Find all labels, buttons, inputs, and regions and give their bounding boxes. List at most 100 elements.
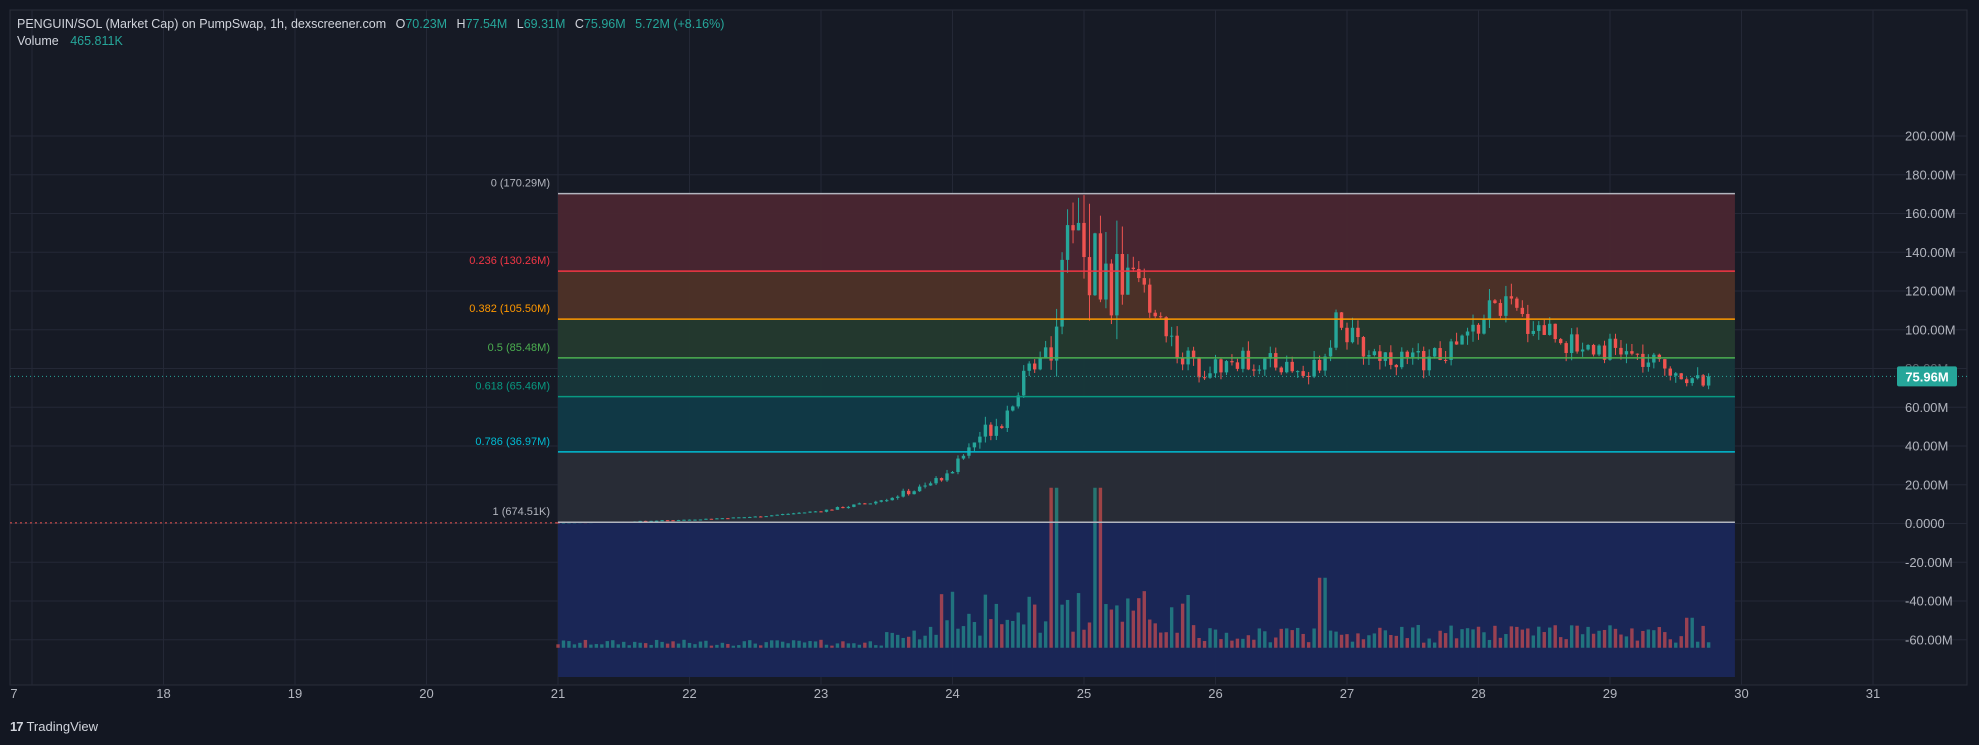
candle-body xyxy=(857,503,862,505)
volume-bar xyxy=(901,637,905,648)
volume-bar xyxy=(1246,635,1251,648)
candle-body xyxy=(1372,351,1377,356)
candle-body xyxy=(1378,351,1382,361)
volume-bar xyxy=(1290,630,1294,648)
candle-body xyxy=(1000,426,1004,428)
candle-body xyxy=(961,455,966,459)
tradingview-logo-icon: 17 xyxy=(10,719,24,734)
volume-bar xyxy=(1378,627,1382,648)
candle-body xyxy=(660,520,664,522)
volume-bar xyxy=(1695,641,1700,648)
candle-body xyxy=(978,436,982,443)
volume-bar xyxy=(1328,630,1333,648)
volume-bar xyxy=(1104,604,1108,648)
volume-bar xyxy=(1542,632,1546,648)
volume-bar xyxy=(1701,625,1705,648)
candle-body xyxy=(1542,325,1546,335)
candle-body xyxy=(1602,345,1607,360)
candle-body xyxy=(1537,325,1541,331)
fib-level-label: 0.786 (36.97M) xyxy=(475,436,550,448)
volume-bar xyxy=(1652,630,1656,648)
volume-bar xyxy=(1120,621,1125,648)
volume-bar xyxy=(868,641,873,648)
candle-body xyxy=(1367,355,1371,357)
volume-bar xyxy=(978,635,982,648)
candle-body xyxy=(797,512,801,514)
volume-bar xyxy=(1339,634,1344,648)
volume-bar xyxy=(611,640,615,648)
volume-bar xyxy=(1208,628,1212,648)
volume-bar xyxy=(1608,625,1612,648)
volume-bar xyxy=(1400,626,1404,648)
volume-bar xyxy=(1197,637,1201,648)
volume-bar xyxy=(742,641,746,648)
volume-bar xyxy=(961,626,966,648)
volume-bar xyxy=(912,630,916,648)
candle-body xyxy=(1706,376,1711,386)
candle-body xyxy=(1465,331,1470,336)
candle-body xyxy=(824,509,829,512)
candle-body xyxy=(1553,323,1557,340)
volume-bar xyxy=(813,641,818,648)
high-value: 77.54M xyxy=(465,17,508,31)
candle-body xyxy=(1586,344,1590,350)
current-price-text: 75.96M xyxy=(1905,369,1948,384)
volume-bar xyxy=(600,644,604,648)
volume-bar xyxy=(737,645,741,648)
x-axis-tick-label: 20 xyxy=(419,686,433,701)
brand-name: TradingView xyxy=(26,719,99,734)
x-axis-tick-label: 25 xyxy=(1077,686,1091,701)
candle-body xyxy=(841,507,845,509)
volume-bar xyxy=(1224,632,1229,648)
candle-body xyxy=(1569,334,1574,353)
fib-zone-fill xyxy=(558,319,1735,358)
volume-bar xyxy=(1635,640,1640,648)
candle-body xyxy=(879,500,883,502)
volume-bar xyxy=(1285,628,1289,648)
candle-body xyxy=(1137,269,1141,279)
candle-body xyxy=(671,520,675,522)
candle-body xyxy=(1153,312,1157,317)
candle-body xyxy=(676,520,681,522)
volume-bar xyxy=(1471,629,1475,648)
volume-bar xyxy=(1586,626,1590,648)
candle-body xyxy=(1482,318,1486,334)
volume-bar xyxy=(622,641,626,648)
candle-body xyxy=(1065,225,1070,260)
volume-bar xyxy=(660,641,664,648)
volume-bar xyxy=(1257,628,1262,648)
candle-body xyxy=(1471,324,1475,332)
candle-body xyxy=(1383,352,1388,361)
fib-zone-fill xyxy=(558,271,1735,320)
volume-bar xyxy=(616,644,620,648)
volume-bar xyxy=(956,628,960,648)
candle-body xyxy=(1520,307,1525,314)
candle-body xyxy=(1504,296,1508,316)
candle-body xyxy=(1235,362,1240,369)
candle-body xyxy=(759,516,763,518)
fib-zone-fill-bottom xyxy=(558,522,1735,677)
volume-bar xyxy=(1043,621,1048,648)
volume-bar xyxy=(1011,620,1015,648)
volume-bar xyxy=(1115,605,1119,648)
volume-bar xyxy=(1082,629,1086,648)
candle-body xyxy=(1005,410,1009,428)
candle-body xyxy=(1493,300,1497,304)
candle-body xyxy=(1071,225,1075,231)
volume-bar xyxy=(1394,635,1399,648)
volume-bar xyxy=(1624,636,1629,648)
volume-bar xyxy=(1569,625,1574,648)
volume-bar xyxy=(1476,626,1481,648)
fib-level-label: 0.236 (130.26M) xyxy=(469,255,550,267)
tradingview-brand[interactable]: 17 TradingView xyxy=(10,719,98,734)
candle-body xyxy=(885,500,889,502)
volume-bar xyxy=(994,603,999,648)
volume-bar xyxy=(1049,487,1053,648)
candle-body xyxy=(1400,351,1404,368)
candle-body xyxy=(896,496,900,498)
candle-body xyxy=(693,519,697,521)
volume-bar xyxy=(605,641,610,648)
volume-bar xyxy=(1137,598,1141,648)
candle-body xyxy=(1274,353,1278,368)
